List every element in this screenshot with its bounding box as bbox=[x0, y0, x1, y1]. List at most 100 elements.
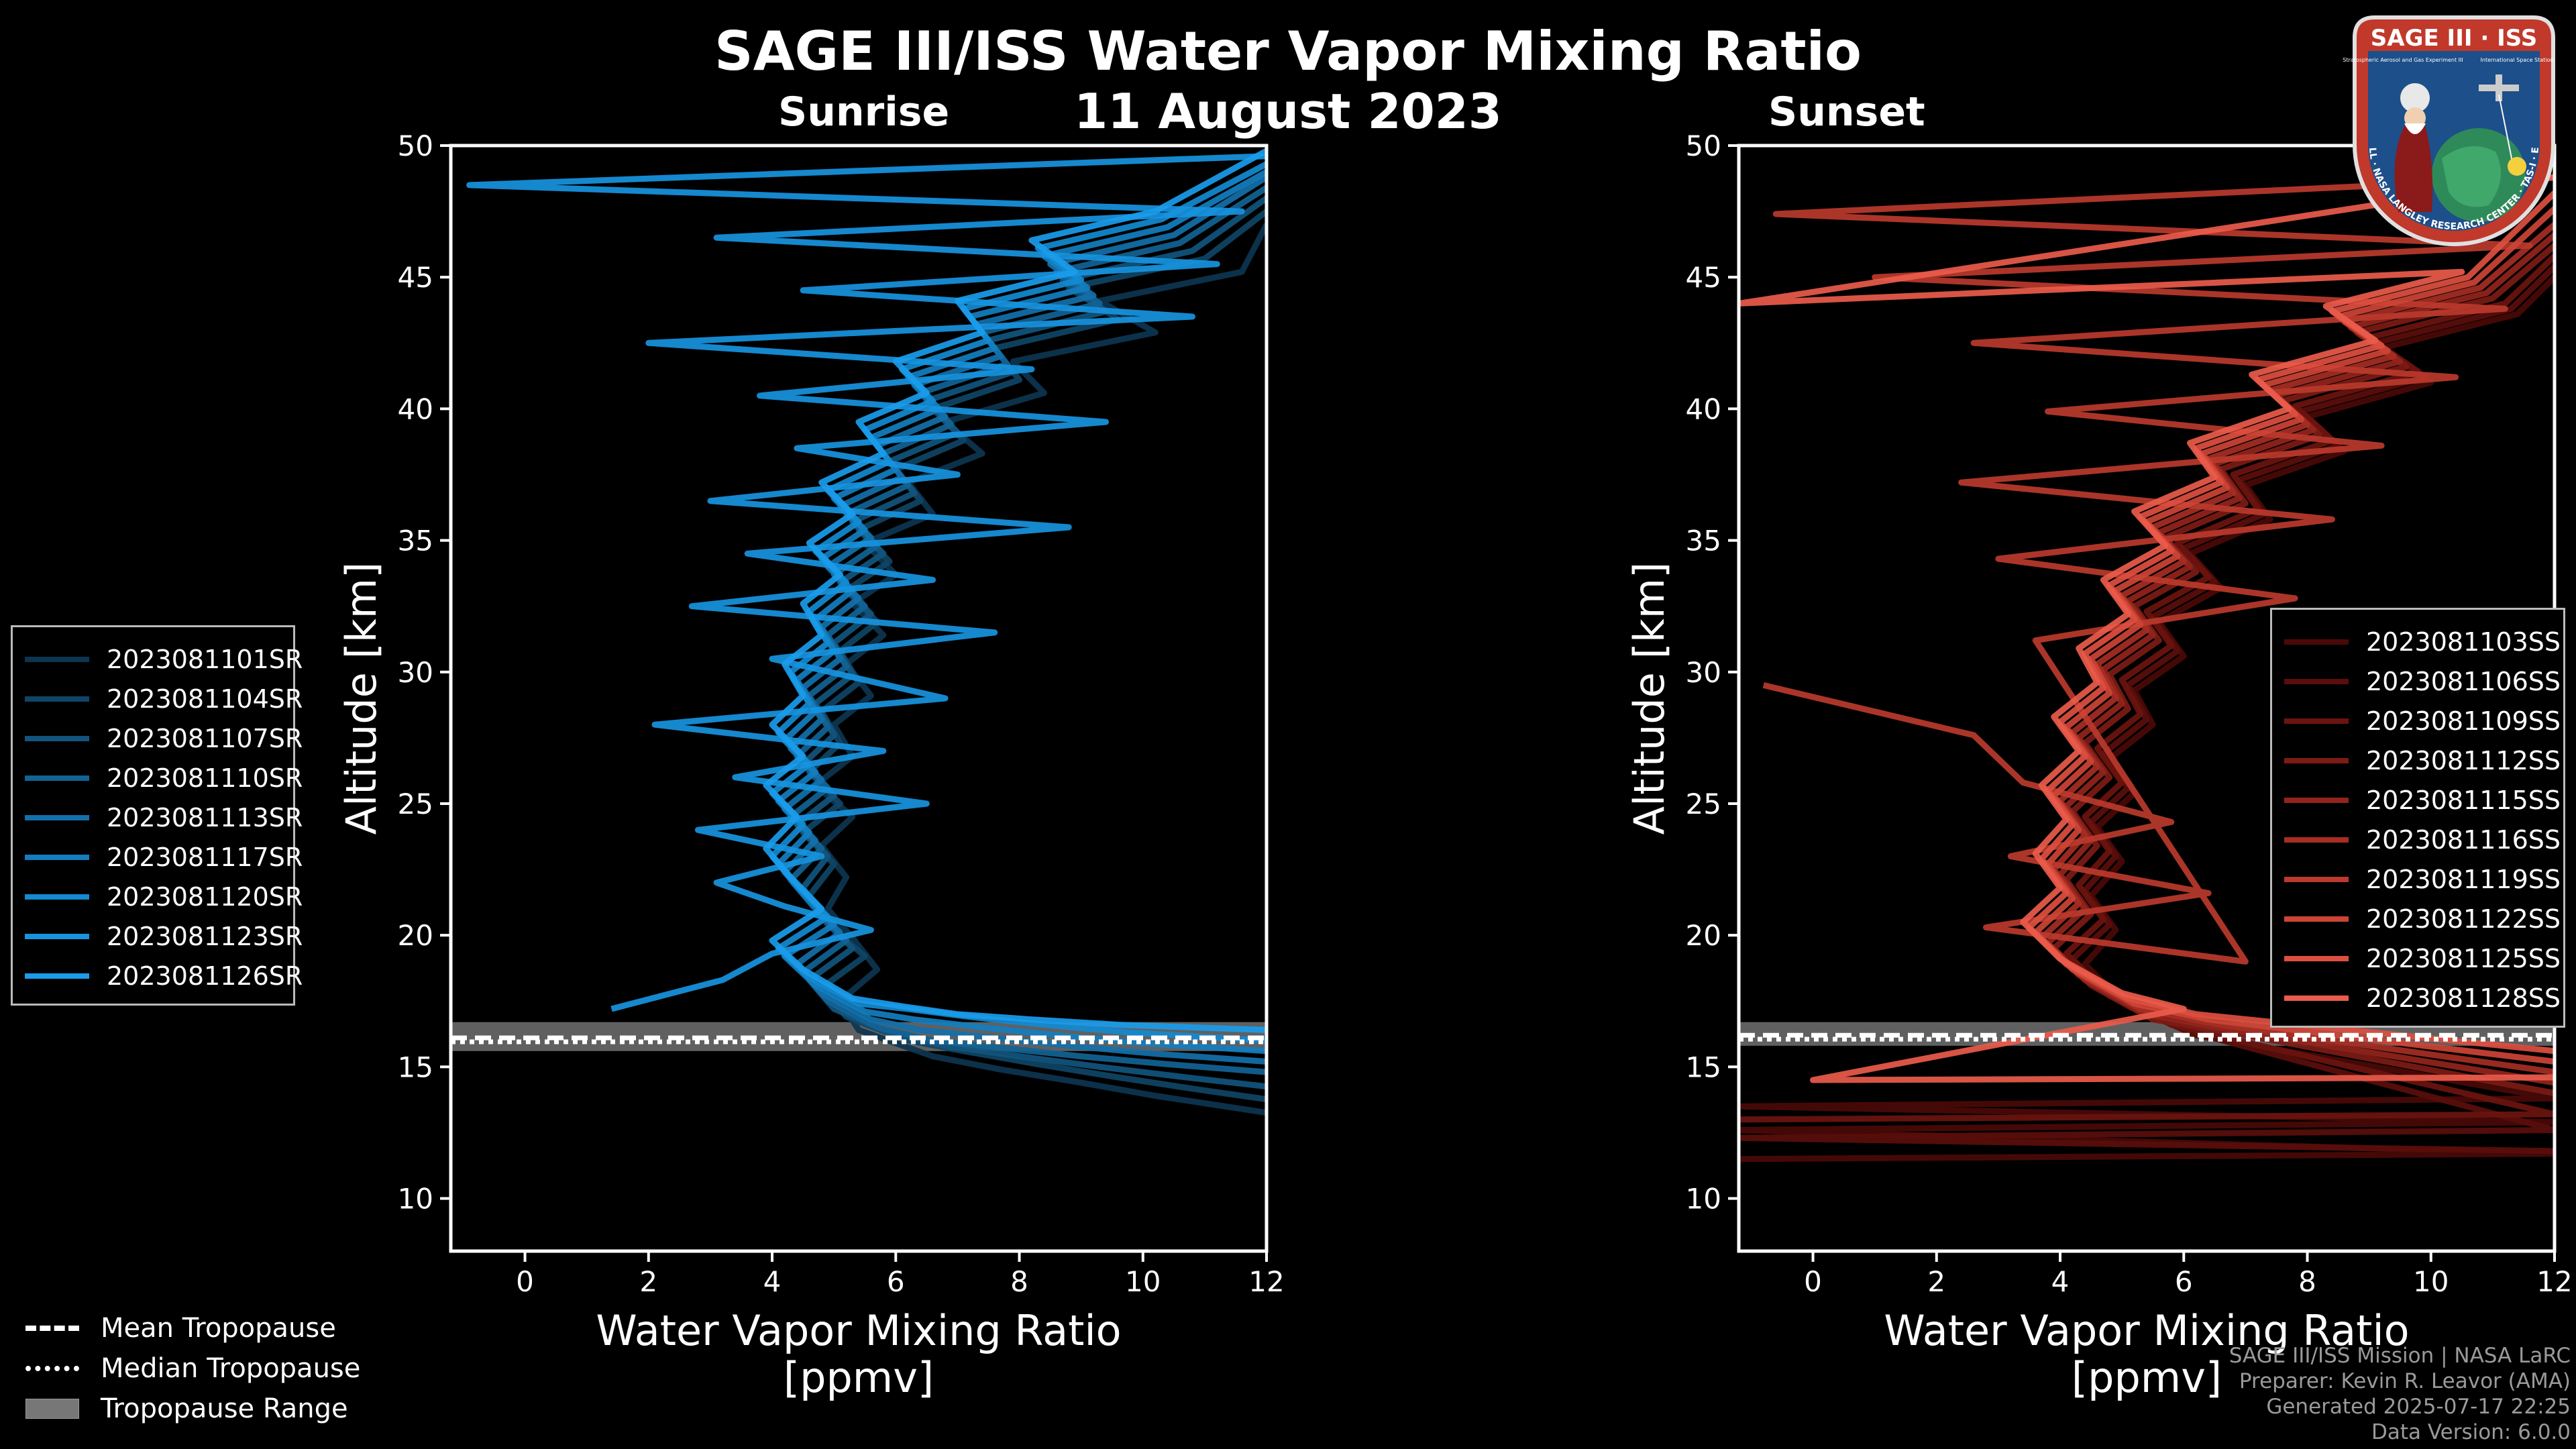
sunset-legend-entry: 2023081125SS bbox=[2284, 938, 2561, 978]
tropopause-legend: Mean Tropopause Median Tropopause Tropop… bbox=[25, 1308, 360, 1429]
median-tropopause-label: Median Tropopause bbox=[101, 1353, 361, 1384]
sunset-legend-entry: 2023081109SS bbox=[2284, 701, 2561, 741]
sunset-legend-label: 2023081122SS bbox=[2366, 904, 2561, 934]
sunrise-xtick-label: 6 bbox=[887, 1265, 905, 1298]
sunrise-series-2023081126SR bbox=[763, 148, 1267, 1033]
sunrise-ytick-label: 35 bbox=[398, 525, 433, 557]
sunset-legend-swatch bbox=[2284, 639, 2349, 645]
sunset-legend-label: 2023081106SS bbox=[2366, 666, 2561, 696]
sunset-ytick-label: 20 bbox=[1686, 919, 1721, 952]
sunset-legend-entry: 2023081116SS bbox=[2284, 820, 2561, 859]
mean-tropopause-label: Mean Tropopause bbox=[101, 1313, 336, 1344]
sunrise-xtick-label: 0 bbox=[516, 1265, 534, 1298]
sunset-legend-label: 2023081128SS bbox=[2366, 983, 2561, 1013]
sunset-legend-label: 2023081109SS bbox=[2366, 706, 2561, 736]
sunrise-legend-entry: 2023081120SR bbox=[25, 877, 303, 916]
sunset-ytick-label: 50 bbox=[1686, 129, 1721, 162]
logo-title: SAGE III · ISS bbox=[2371, 25, 2537, 52]
sunset-xtick-label: 12 bbox=[2536, 1265, 2572, 1298]
sunset-legend-entry: 2023081115SS bbox=[2284, 780, 2561, 820]
sunset-yaxis-label: Altitude [km] bbox=[1625, 562, 1674, 835]
sunset-legend-label: 2023081119SS bbox=[2366, 864, 2561, 894]
sunrise-legend-swatch bbox=[25, 894, 89, 900]
sunrise-ytick-label: 45 bbox=[398, 261, 433, 294]
sunset-xtick-label: 6 bbox=[2175, 1265, 2193, 1298]
sunrise-ytick-label: 15 bbox=[398, 1051, 433, 1083]
sunset-legend-label: 2023081115SS bbox=[2366, 785, 2561, 815]
sun-icon bbox=[2508, 157, 2526, 176]
sunrise-legend-swatch bbox=[25, 854, 89, 860]
sunrise-legend-swatch bbox=[25, 973, 89, 979]
sunrise-ytick-label: 20 bbox=[398, 919, 433, 952]
sunset-xtick-label: 10 bbox=[2413, 1265, 2449, 1298]
sunrise-ytick-label: 25 bbox=[398, 788, 433, 820]
sunrise-series-2023081110SR bbox=[788, 185, 1267, 1075]
sunrise-legend-entry: 2023081104SR bbox=[25, 679, 303, 718]
sunset-legend-label: 2023081125SS bbox=[2366, 943, 2561, 973]
sunrise-legend-entry: 2023081117SR bbox=[25, 837, 303, 877]
credit-mission: SAGE III/ISS Mission | NASA LaRC bbox=[2229, 1344, 2571, 1368]
tropopause-range-label: Tropopause Range bbox=[101, 1393, 348, 1424]
sunset-xaxis-label: [ppmv] bbox=[2072, 1353, 2222, 1402]
sunrise-legend: 2023081101SR 2023081104SR 2023081107SR 2023… bbox=[11, 625, 303, 1006]
sunrise-legend-label: 2023081110SR bbox=[107, 763, 303, 793]
sunrise-legend-label: 2023081107SR bbox=[107, 723, 303, 753]
moon-icon bbox=[2400, 83, 2430, 113]
sunrise-legend-label: 2023081120SR bbox=[107, 881, 303, 912]
mean-tropopause-entry: Mean Tropopause bbox=[25, 1308, 360, 1348]
sunrise-legend-label: 2023081123SR bbox=[107, 921, 303, 951]
sunset-xtick-label: 8 bbox=[2298, 1265, 2316, 1298]
sunset-legend-entry: 2023081119SS bbox=[2284, 859, 2561, 899]
sunset-legend-swatch bbox=[2284, 955, 2349, 961]
sunset-legend-swatch bbox=[2284, 876, 2349, 882]
sunrise-legend-swatch bbox=[25, 735, 89, 741]
sunset-legend-swatch bbox=[2284, 837, 2349, 843]
sunrise-xtick-label: 12 bbox=[1248, 1265, 1284, 1298]
credit-generated: Generated 2025-07-17 22:25 bbox=[2266, 1395, 2571, 1419]
sunset-legend-entry: 2023081122SS bbox=[2284, 899, 2561, 938]
sunrise-xtick-label: 4 bbox=[763, 1265, 782, 1298]
sunset-ytick-label: 35 bbox=[1686, 525, 1721, 557]
sunrise-legend-label: 2023081126SR bbox=[107, 961, 303, 991]
credits: SAGE III/ISS Mission | NASA LaRC Prepare… bbox=[2229, 1343, 2571, 1445]
figure-title: SAGE III/ISS Water Vapor Mixing Ratio bbox=[714, 20, 1862, 83]
sunset-legend-swatch bbox=[2284, 916, 2349, 922]
sunrise-legend-entry: 2023081101SR bbox=[25, 639, 303, 679]
sunrise-legend-entry: 2023081107SR bbox=[25, 718, 303, 758]
sunset-legend-swatch bbox=[2284, 718, 2349, 724]
sunset-legend-swatch bbox=[2284, 757, 2349, 763]
sunset-legend-label: 2023081103SS bbox=[2366, 627, 2561, 657]
sunrise-legend-label: 2023081101SR bbox=[107, 644, 303, 674]
sunset-legend-entry: 2023081128SS bbox=[2284, 978, 2561, 1018]
sunrise-series-2023081123SR bbox=[466, 153, 1267, 1012]
sunrise-legend-swatch bbox=[25, 696, 89, 702]
sunset-xtick-label: 2 bbox=[1927, 1265, 1945, 1298]
sunrise-xtick-label: 2 bbox=[639, 1265, 657, 1298]
sunset-legend-swatch bbox=[2284, 797, 2349, 803]
sunrise-xtick-label: 8 bbox=[1010, 1265, 1028, 1298]
sunrise-legend-swatch bbox=[25, 656, 89, 662]
sunrise-ytick-label: 50 bbox=[398, 129, 433, 162]
sunrise-panel-title: Sunrise bbox=[778, 89, 950, 136]
sunrise-legend-entry: 2023081110SR bbox=[25, 758, 303, 798]
sunset-ytick-label: 10 bbox=[1686, 1183, 1721, 1216]
sunset-series-2023081128SS bbox=[1739, 174, 2555, 1083]
sunset-panel-title: Sunset bbox=[1768, 89, 1925, 136]
sunset-xtick-label: 0 bbox=[1804, 1265, 1822, 1298]
logo-subtitle-right: International Space Station bbox=[2481, 57, 2554, 63]
sunrise-ytick-label: 30 bbox=[398, 656, 433, 689]
sunrise-legend-swatch bbox=[25, 775, 89, 781]
sunrise-xaxis-label: [ppmv] bbox=[784, 1353, 934, 1402]
sunset-legend-entry: 2023081103SS bbox=[2284, 622, 2561, 661]
sunset-legend-entry: 2023081112SS bbox=[2284, 741, 2561, 780]
sunrise-ytick-label: 10 bbox=[398, 1183, 433, 1216]
sunrise-series-2023081101SR bbox=[812, 223, 1267, 1116]
sunset-xaxis-label: Water Vapor Mixing Ratio bbox=[1884, 1306, 2409, 1355]
sunset-legend-swatch bbox=[2284, 678, 2349, 684]
sunset-legend-label: 2023081112SS bbox=[2366, 745, 2561, 775]
sunset-ytick-label: 40 bbox=[1686, 392, 1721, 425]
sunrise-legend-swatch bbox=[25, 933, 89, 939]
sunrise-xtick-label: 10 bbox=[1125, 1265, 1161, 1298]
sunset-legend-label: 2023081116SS bbox=[2366, 824, 2561, 855]
